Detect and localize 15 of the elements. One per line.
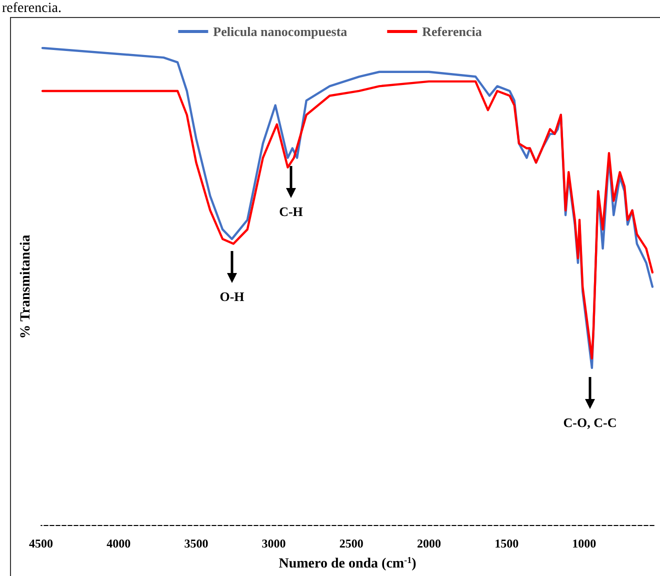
x-tick-label: 1000 [572, 536, 596, 550]
annotation: O-H [220, 289, 244, 305]
legend-label: Pelicula nanocompuesta [213, 24, 348, 39]
y-axis-title: % Transmitancia [18, 234, 34, 339]
annotation: C-O, C-C [563, 415, 617, 431]
legend-label: Referencia [422, 24, 482, 39]
x-tick-label: 2000 [416, 536, 441, 550]
x-tick-label: 3500 [184, 536, 208, 550]
x-tick-label: 2500 [339, 536, 364, 550]
x-tick-label: 3000 [262, 536, 286, 550]
x-tick-label: 4000 [106, 536, 131, 550]
annotation: C-H [279, 204, 303, 220]
x-tick-label: 1500 [494, 536, 519, 550]
x-tick-label: 4500 [29, 536, 53, 550]
text: referencia. [2, 1, 62, 16]
